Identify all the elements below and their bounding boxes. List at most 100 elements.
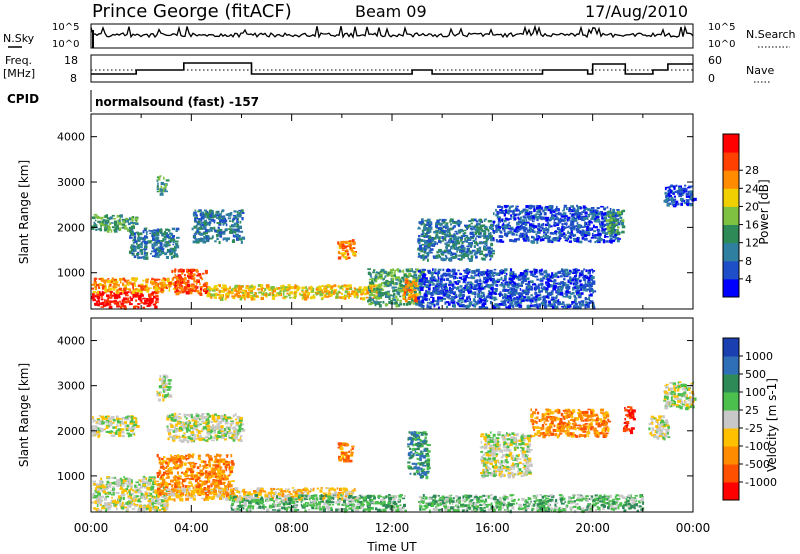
heatmap-cell <box>97 419 100 421</box>
heatmap-cell <box>276 292 278 296</box>
heatmap-cell <box>456 301 459 304</box>
heatmap-cell <box>429 243 433 247</box>
heatmap-cell <box>135 231 138 234</box>
heatmap-cell <box>578 215 582 219</box>
heatmap-cell <box>402 290 406 293</box>
heatmap-cell <box>482 270 485 274</box>
heatmap-cell <box>483 281 488 284</box>
heatmap-cell <box>553 237 557 240</box>
heatmap-cell <box>94 419 97 422</box>
heatmap-cell <box>574 297 578 299</box>
heatmap-cell <box>453 245 455 250</box>
heatmap-cell <box>381 282 385 285</box>
heatmap-cell <box>533 271 538 274</box>
heatmap-cell <box>130 430 134 432</box>
heatmap-cell <box>616 209 620 211</box>
heatmap-cell <box>565 296 569 298</box>
heatmap-cell <box>454 230 458 233</box>
heatmap-cell <box>341 253 345 257</box>
heatmap-cell <box>488 269 493 272</box>
heatmap-cell <box>205 239 209 241</box>
heatmap-cell <box>542 300 544 304</box>
heatmap-cell <box>513 229 517 232</box>
heatmap-cell <box>587 214 590 218</box>
heatmap-cell <box>416 268 420 272</box>
heatmap-cell <box>589 210 592 213</box>
heatmap-cell <box>502 285 506 289</box>
heatmap-cell <box>529 270 534 273</box>
heatmap-cell <box>469 285 471 288</box>
heatmap-cell <box>665 195 668 198</box>
heatmap-cell <box>347 242 351 245</box>
heatmap-cell <box>586 225 590 230</box>
heatmap-cell <box>301 286 306 289</box>
heatmap-cell <box>570 270 572 274</box>
heatmap-cell <box>534 225 538 229</box>
heatmap-cell <box>151 293 154 296</box>
colorbar-swatch <box>723 170 739 189</box>
heatmap-cell <box>574 275 577 277</box>
heatmap-cell <box>617 226 620 229</box>
heatmap-cell <box>451 235 455 238</box>
heatmap-cell <box>566 288 569 291</box>
heatmap-cell <box>402 269 405 273</box>
heatmap-cell <box>473 227 475 230</box>
heatmap-cell <box>385 303 389 306</box>
heatmap-cell <box>375 296 378 300</box>
heatmap-cell <box>526 298 529 302</box>
heatmap-cell <box>407 298 411 300</box>
heatmap-cell <box>421 223 425 225</box>
heatmap-cell <box>484 228 488 231</box>
heatmap-cell <box>123 489 127 491</box>
heatmap-cell <box>502 279 505 282</box>
heatmap-cell <box>571 217 575 221</box>
heatmap-cell <box>300 293 304 297</box>
heatmap-cell <box>144 243 148 247</box>
heatmap-cell <box>497 228 500 232</box>
heatmap-cell <box>115 426 117 429</box>
heatmap-cell <box>411 268 413 270</box>
heatmap-cell <box>402 281 405 283</box>
heatmap-cell <box>458 280 461 283</box>
heatmap-cell <box>569 209 572 212</box>
heatmap-cell <box>498 235 503 238</box>
heatmap-region <box>91 290 159 310</box>
heatmap-cell <box>92 427 95 432</box>
heatmap-cell <box>433 230 437 234</box>
heatmap-cell <box>125 424 130 428</box>
heatmap-cell <box>403 273 406 277</box>
heatmap-cell <box>530 286 533 290</box>
heatmap-cell <box>152 303 155 306</box>
nave-tick-bottom: 0 <box>708 72 715 85</box>
heatmap-cell <box>200 237 203 240</box>
heatmap-cell <box>176 236 180 239</box>
heatmap-cell <box>488 271 493 275</box>
noise-right-tick-top: 10^5 <box>708 22 735 33</box>
heatmap-cell <box>498 219 502 223</box>
heatmap-cell <box>587 208 591 211</box>
heatmap-cell <box>472 233 475 238</box>
heatmap-cell <box>97 220 102 223</box>
heatmap-cell <box>272 286 276 289</box>
heatmap-cell <box>516 238 520 241</box>
heatmap-cell <box>418 279 423 283</box>
heatmap-cell <box>484 246 487 249</box>
heatmap-cell <box>354 290 357 294</box>
heatmap-cell <box>483 276 487 281</box>
heatmap-cell <box>155 234 159 237</box>
heatmap-cell <box>538 269 542 273</box>
heatmap-cell <box>426 229 429 233</box>
heatmap-cell <box>388 283 392 287</box>
heatmap-cell <box>414 276 418 280</box>
heatmap-cell <box>495 228 498 231</box>
heatmap-cell <box>203 224 207 228</box>
heatmap-cell <box>406 303 409 306</box>
heatmap-cell <box>162 187 166 190</box>
heatmap-cell <box>474 304 477 308</box>
heatmap-cell <box>113 294 117 298</box>
heatmap-cell <box>490 254 494 258</box>
heatmap-cell <box>108 306 111 309</box>
heatmap-cell <box>612 235 616 239</box>
heatmap-cell <box>440 229 444 233</box>
heatmap-cell <box>450 223 452 226</box>
